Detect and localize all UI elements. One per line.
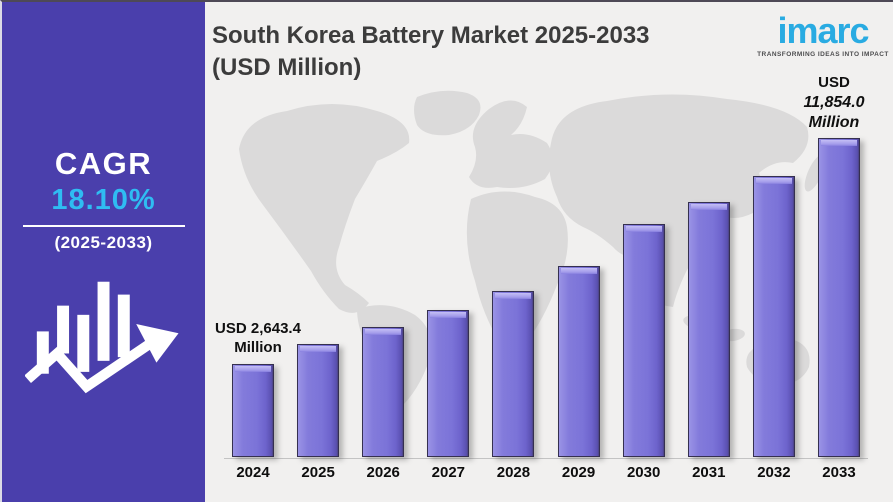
bar-2030 bbox=[622, 224, 665, 457]
chart-title-line1: South Korea Battery Market 2025-2033 bbox=[212, 22, 650, 49]
growth-chart-icon bbox=[24, 281, 179, 393]
annotation-2024-value: USD 2,643.4 Million bbox=[215, 319, 301, 357]
year-label-2028: 2028 bbox=[496, 464, 531, 481]
annotation-2033-value: USD 11,854.0 Million bbox=[803, 73, 864, 133]
bar-slot-2030: 2030 bbox=[622, 224, 665, 481]
bar-slot-2031: 2031 bbox=[687, 202, 730, 481]
bar-2033 bbox=[817, 138, 860, 457]
annotation-2033-line3: Million bbox=[808, 114, 860, 131]
year-label-2025: 2025 bbox=[301, 464, 335, 481]
bar-2027 bbox=[427, 310, 470, 457]
bar-slot-2032: 2032 bbox=[752, 176, 795, 481]
imarc-logo: imarc TRANSFORMING IDEAS INTO IMPACT bbox=[755, 10, 891, 59]
annotation-2024-line1: USD 2,643.4 bbox=[215, 320, 301, 337]
bar-slot-2028: 2028 bbox=[492, 291, 535, 481]
bar-slot-2026: 2026 bbox=[362, 327, 405, 481]
bar-2028 bbox=[492, 291, 535, 457]
cagr-period: (2025-2033) bbox=[54, 232, 153, 252]
annotation-2033-line2: 11,854.0 bbox=[803, 94, 865, 111]
bar-2032 bbox=[752, 176, 795, 457]
imarc-logo-tagline: TRANSFORMING IDEAS INTO IMPACT bbox=[757, 51, 889, 58]
bar-slot-2025: 2025 bbox=[297, 344, 340, 481]
x-axis-line bbox=[224, 458, 868, 459]
year-label-2031: 2031 bbox=[692, 464, 726, 481]
bar-slot-2027: 2027 bbox=[427, 310, 470, 481]
imarc-logo-wordmark: imarc bbox=[777, 10, 869, 51]
bar-slot-2033: 2033 bbox=[817, 138, 860, 481]
bar-2029 bbox=[557, 266, 600, 457]
bar-2031 bbox=[687, 202, 730, 457]
cagr-label: CAGR bbox=[54, 146, 153, 181]
year-label-2027: 2027 bbox=[431, 464, 466, 481]
year-label-2030: 2030 bbox=[626, 464, 661, 481]
annotation-2024-line2: Million bbox=[234, 339, 282, 356]
bar-slot-2024: 2024 bbox=[232, 364, 274, 481]
year-label-2024: 2024 bbox=[236, 464, 270, 481]
bar-2025 bbox=[297, 344, 340, 457]
year-label-2029: 2029 bbox=[561, 464, 596, 481]
annotation-2033-line1: USD bbox=[818, 74, 850, 91]
year-label-2026: 2026 bbox=[366, 464, 400, 481]
chart-title: South Korea Battery Market 2025-2033 (US… bbox=[212, 20, 732, 84]
cagr-panel: CAGR 18.10% (2025-2033) bbox=[2, 2, 205, 502]
bar-2024 bbox=[232, 364, 274, 457]
year-label-2032: 2032 bbox=[757, 464, 791, 481]
cagr-value: 18.10% bbox=[51, 183, 156, 216]
year-label-2033: 2033 bbox=[822, 464, 856, 481]
divider-line bbox=[22, 224, 185, 227]
bar-2026 bbox=[362, 327, 405, 457]
chart-title-line2: (USD Million) bbox=[212, 54, 362, 81]
bars-row: 2024 2025 2026 2027 2028 2029 2030 2031 2032 2033 bbox=[232, 127, 860, 481]
bar-slot-2029: 2029 bbox=[557, 266, 600, 481]
